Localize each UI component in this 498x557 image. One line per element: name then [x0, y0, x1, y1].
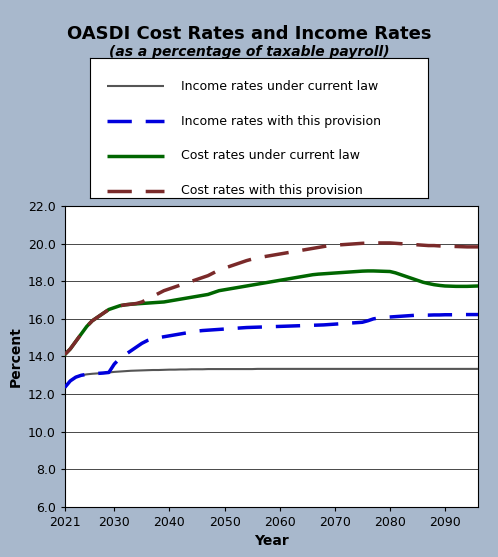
Text: Cost rates under current law: Cost rates under current law: [181, 149, 360, 163]
Text: Income rates with this provision: Income rates with this provision: [181, 115, 381, 128]
Text: (as a percentage of taxable payroll): (as a percentage of taxable payroll): [109, 45, 389, 58]
Text: Income rates under current law: Income rates under current law: [181, 80, 378, 93]
Y-axis label: Percent: Percent: [8, 326, 22, 387]
Text: OASDI Cost Rates and Income Rates: OASDI Cost Rates and Income Rates: [67, 25, 431, 43]
Text: Cost rates with this provision: Cost rates with this provision: [181, 184, 363, 197]
X-axis label: Year: Year: [254, 535, 289, 549]
